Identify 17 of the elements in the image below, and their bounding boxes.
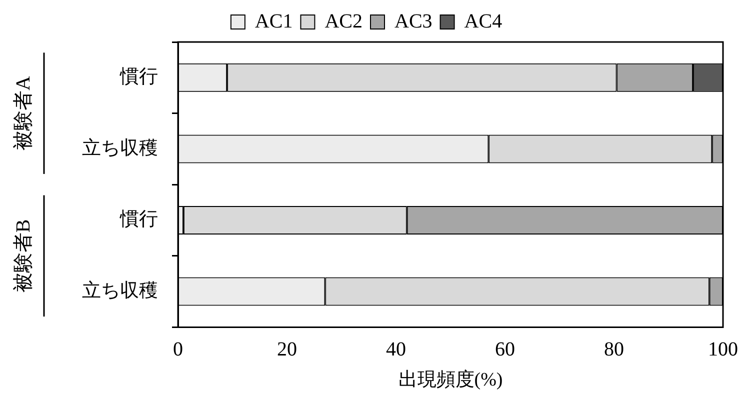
x-tick-label: 20 bbox=[277, 338, 297, 360]
x-tick-label: 80 bbox=[604, 338, 624, 360]
x-tick-label: 60 bbox=[495, 338, 515, 360]
x-tick-label: 40 bbox=[386, 338, 406, 360]
legend-label: AC2 bbox=[324, 10, 363, 32]
text: 被験者B bbox=[12, 219, 34, 293]
text: 被験者A bbox=[12, 76, 34, 151]
legend-label: AC4 bbox=[464, 10, 502, 32]
y-tick-label: 慣行 bbox=[119, 209, 158, 230]
y-tick-label: 立ち収穫 bbox=[82, 136, 158, 159]
x-tick-label: 100 bbox=[708, 338, 738, 360]
x-axis-title: 出現頻度(%) bbox=[398, 368, 503, 391]
x-tick-label: 0 bbox=[173, 338, 183, 360]
legend-label: AC1 bbox=[254, 10, 293, 32]
y-tick-label: 慣行 bbox=[119, 66, 158, 88]
legend-label: AC3 bbox=[394, 10, 432, 32]
y-tick-label: 立ち収穫 bbox=[82, 280, 158, 302]
